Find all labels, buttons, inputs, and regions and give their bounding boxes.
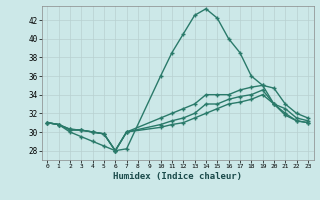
X-axis label: Humidex (Indice chaleur): Humidex (Indice chaleur) [113,172,242,181]
